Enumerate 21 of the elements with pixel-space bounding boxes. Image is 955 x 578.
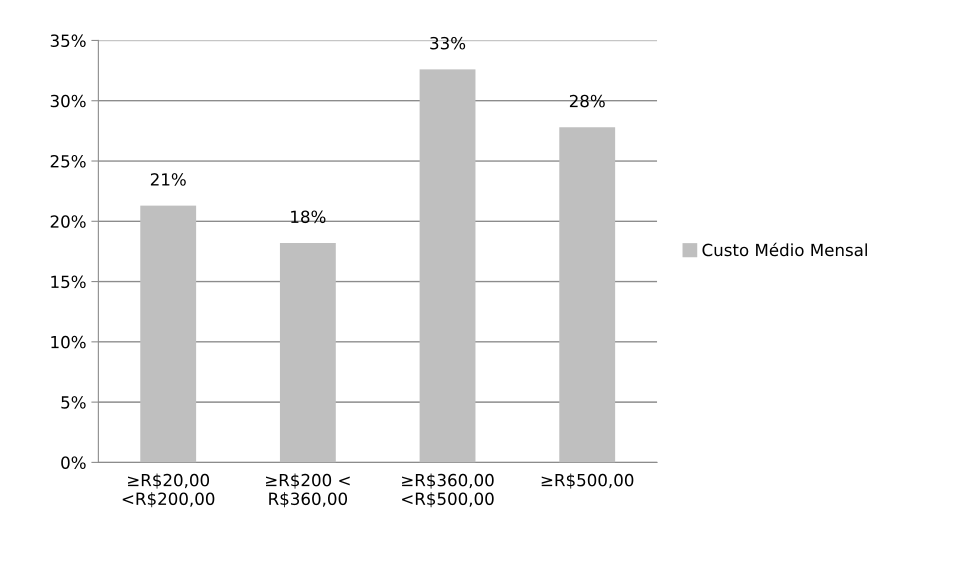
y-tick-label: 30% xyxy=(50,94,86,108)
data-label: 21% xyxy=(150,173,186,186)
y-tick-label: 25% xyxy=(50,154,86,168)
x-tick-label: ≥R$360,00 <R$500,00 xyxy=(402,474,494,508)
bar xyxy=(140,206,196,462)
bar xyxy=(280,242,336,462)
y-tick-label: 35% xyxy=(50,34,86,48)
x-tick-label: ≥R$200 < R$360,00 xyxy=(266,474,350,508)
x-tick-label: ≥R$500,00 xyxy=(542,474,634,489)
y-tick-label: 20% xyxy=(50,215,86,228)
bar xyxy=(420,69,476,462)
legend-label: Custo Médio Mensal xyxy=(702,242,867,256)
data-label: 18% xyxy=(291,210,326,224)
x-tick-label: ≥R$20,00 <R$200,00 xyxy=(122,474,214,508)
y-tick-label: 15% xyxy=(51,276,86,288)
bar xyxy=(559,127,616,462)
data-label: 33% xyxy=(430,36,466,50)
y-tick-label: 0% xyxy=(61,456,86,469)
data-label: 28% xyxy=(570,94,605,108)
y-tick-label: 5% xyxy=(61,396,86,409)
y-tick-label: 10% xyxy=(51,336,86,348)
